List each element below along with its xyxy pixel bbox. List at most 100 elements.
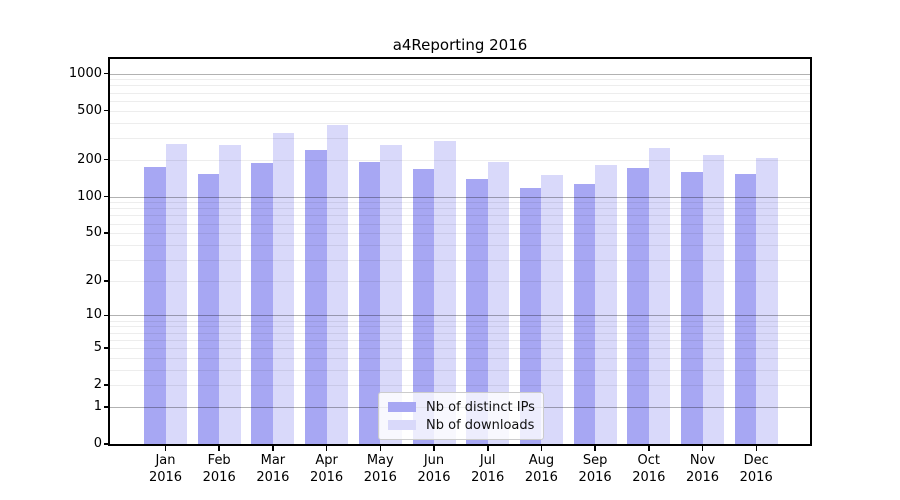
x-tick-year: 2016: [632, 470, 666, 485]
minor-gridline: [110, 85, 810, 87]
bar-distinct-ips: [681, 171, 703, 444]
x-tick-label: Sep 2016: [565, 452, 625, 486]
x-tick: [540, 446, 543, 451]
x-tick-year: 2016: [256, 470, 290, 485]
x-tick-year: 2016: [685, 470, 720, 485]
x-tick-label: Jan 2016: [136, 452, 196, 486]
x-tick-label: Mar 2016: [243, 452, 303, 486]
x-tick: [218, 446, 220, 451]
bar-downloads: [702, 155, 724, 444]
y-tick-label: 1000: [68, 65, 102, 81]
y-tick: [104, 280, 110, 282]
legend-item-downloads: Nb of downloads: [388, 416, 535, 434]
minor-gridline: [110, 110, 810, 112]
bar-downloads: [326, 125, 349, 444]
legend-label-distinct-ips: Nb of distinct IPs: [426, 399, 535, 415]
y-tick: [104, 109, 110, 112]
y-tick-label: 5: [93, 339, 102, 355]
x-tick: [433, 446, 435, 451]
bar-downloads: [165, 143, 187, 444]
x-tick-label: Nov 2016: [673, 452, 733, 486]
x-tick-label: May 2016: [350, 452, 410, 486]
bar-distinct-ips: [197, 173, 220, 444]
legend-swatch-distinct-ips: [388, 402, 416, 412]
minor-gridline: [110, 122, 810, 124]
y-tick-label: 20: [85, 272, 102, 288]
bar-downloads: [272, 132, 295, 444]
y-tick-label: 500: [77, 102, 102, 118]
x-tick-year: 2016: [417, 470, 451, 485]
x-tick-month: Apr: [315, 453, 338, 468]
x-tick-label: Aug 2016: [511, 452, 571, 486]
bar-distinct-ips: [734, 174, 757, 444]
plot-area: [108, 57, 812, 446]
y-tick: [104, 195, 110, 198]
bar-downloads: [541, 174, 563, 444]
x-tick: [164, 446, 167, 451]
y-tick-label: 200: [77, 151, 102, 167]
x-tick-month: Oct: [637, 453, 661, 468]
x-tick-year: 2016: [578, 470, 612, 485]
bar-distinct-ips: [519, 187, 542, 444]
bar-downloads: [648, 147, 671, 444]
x-tick-label: Jul 2016: [458, 452, 518, 486]
x-tick-label: Jun 2016: [404, 452, 464, 486]
x-tick-label: Dec 2016: [726, 452, 786, 486]
bar-downloads: [380, 145, 402, 444]
y-tick-label: 0: [93, 436, 102, 451]
bar-distinct-ips: [412, 168, 434, 444]
x-tick: [487, 446, 489, 451]
x-tick-month: Aug: [528, 453, 555, 468]
bar-distinct-ips: [627, 168, 649, 444]
x-tick-month: Feb: [207, 453, 231, 468]
y-tick-label: 100: [77, 188, 102, 204]
major-gridline: [110, 73, 810, 75]
y-tick: [104, 384, 110, 386]
bar-distinct-ips: [251, 162, 273, 444]
y-tick: [104, 443, 110, 445]
x-tick-year: 2016: [471, 470, 505, 485]
bar-downloads: [595, 165, 617, 444]
minor-gridline: [110, 137, 810, 139]
x-tick-label: Apr 2016: [297, 452, 357, 486]
bar-downloads: [756, 158, 778, 444]
legend-label-downloads: Nb of downloads: [426, 417, 535, 433]
y-tick-label: 50: [85, 225, 102, 241]
x-tick: [594, 446, 596, 451]
x-tick-month: Jun: [423, 453, 445, 468]
x-tick-year: 2016: [202, 470, 236, 485]
x-tick-month: Mar: [260, 453, 286, 468]
x-tick: [272, 446, 274, 451]
x-tick-year: 2016: [310, 470, 344, 485]
bar-distinct-ips: [358, 162, 381, 444]
bar-downloads: [219, 144, 241, 444]
x-tick: [379, 446, 382, 451]
y-tick: [104, 232, 110, 234]
x-tick-year: 2016: [524, 470, 558, 485]
legend-swatch-downloads: [388, 420, 416, 430]
legend-item-distinct-ips: Nb of distinct IPs: [388, 398, 535, 416]
y-tick: [104, 406, 110, 408]
x-tick-label: Feb 2016: [189, 452, 249, 486]
y-tick-label: 2: [93, 377, 102, 393]
x-tick-year: 2016: [148, 470, 183, 485]
x-tick-month: Dec: [743, 453, 769, 468]
y-tick: [104, 158, 110, 161]
x-tick-label: Oct 2016: [619, 452, 679, 486]
bar-downloads: [487, 162, 510, 444]
x-tick-month: Jan: [155, 453, 176, 468]
y-tick-label: 10: [85, 307, 102, 323]
x-tick-month: Jul: [479, 453, 496, 468]
bar-distinct-ips: [466, 178, 488, 444]
x-tick: [701, 446, 704, 451]
x-tick-month: May: [366, 453, 394, 468]
chart-title: a4Reporting 2016: [392, 36, 528, 54]
minor-gridline: [110, 79, 810, 81]
x-tick-year: 2016: [739, 470, 773, 485]
x-tick: [755, 446, 757, 451]
x-tick: [325, 446, 328, 451]
minor-gridline: [110, 100, 810, 102]
bar-downloads: [434, 141, 456, 444]
x-tick-year: 2016: [363, 470, 397, 485]
